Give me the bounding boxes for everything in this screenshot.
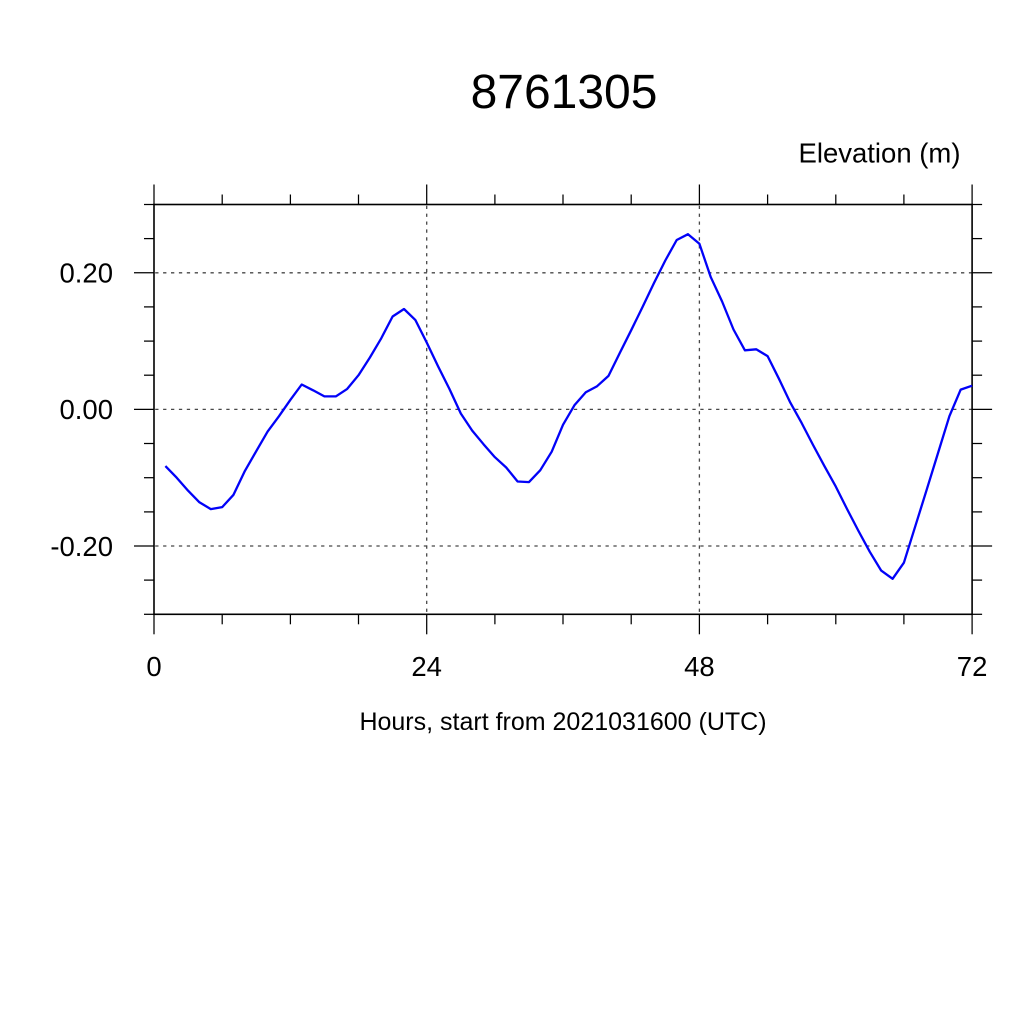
svg-text:24: 24 [411, 651, 442, 682]
svg-text:48: 48 [684, 651, 715, 682]
svg-text:0: 0 [146, 651, 161, 682]
svg-text:8761305: 8761305 [471, 66, 658, 119]
svg-text:Elevation (m): Elevation (m) [799, 138, 961, 169]
svg-text:-0.20: -0.20 [50, 531, 113, 562]
svg-text:0.20: 0.20 [59, 258, 113, 289]
svg-text:72: 72 [957, 651, 988, 682]
svg-text:Hours, start from 2021031600 (: Hours, start from 2021031600 (UTC) [359, 708, 766, 736]
svg-text:0.00: 0.00 [59, 394, 113, 425]
